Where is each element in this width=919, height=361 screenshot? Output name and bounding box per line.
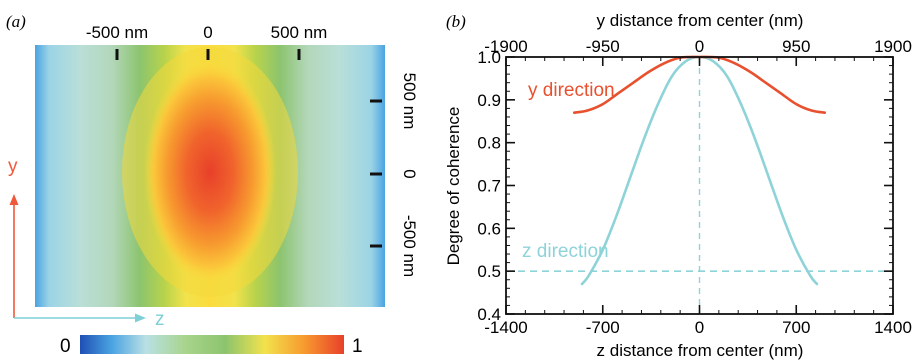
x2-tick-label: -950 (586, 37, 620, 56)
x-tick-label: 0 (695, 318, 704, 337)
y-tick-label: 0.7 (477, 177, 501, 196)
x2-tick-label: 0 (695, 37, 704, 56)
x-tick-label: -1400 (484, 318, 527, 337)
colorbar (80, 335, 344, 354)
x2-tick-label: -1900 (484, 37, 527, 56)
top-axis-title: y distance from center (nm) (597, 11, 804, 30)
line-chart: y direction z direction 0.4 0.5 0.6 0.7 0.8 0.9… (477, 37, 912, 337)
colorbar-max-label: 1 (352, 336, 363, 357)
colorbar-min-label: 0 (60, 336, 71, 357)
y-tick-label: 0.8 (477, 134, 501, 153)
series-label-z-direction: z direction (522, 241, 609, 262)
right-tick-label-500: 500 nm (400, 73, 419, 130)
x-tick-label: -700 (586, 318, 620, 337)
bottom-axis-title: z distance from center (nm) (597, 341, 804, 360)
y-axis-title: Degree of coherence (444, 107, 463, 266)
series-label-y-direction: y direction (528, 80, 615, 101)
y-axis-arrow (9, 194, 19, 318)
right-tick-label-neg500: -500 nm (400, 215, 419, 277)
right-tick-label-0: 0 (400, 169, 419, 178)
y-tick-label: 0.4 (477, 305, 501, 324)
top-tick-label-0: 0 (203, 23, 212, 42)
coherence-heatmap (35, 45, 385, 307)
y-axis-arrow-label: y (8, 156, 18, 177)
heatmap-right-ticks (370, 99, 382, 248)
x2-tick-label: 1900 (874, 37, 912, 56)
top-tick-label-500: 500 nm (271, 23, 328, 42)
z-axis-arrow-label: z (155, 309, 165, 330)
panel-a-label: (a) (6, 12, 26, 31)
top-tick-label-neg500: -500 nm (86, 23, 148, 42)
x2-tick-label: 950 (782, 37, 810, 56)
y-tick-label: 1.0 (477, 48, 501, 67)
z-axis-arrow (14, 313, 146, 323)
y-tick-label: 0.9 (477, 91, 501, 110)
y-tick-label: 0.6 (477, 219, 501, 238)
x-tick-label: 700 (782, 318, 810, 337)
x-tick-label: 1400 (874, 318, 912, 337)
panel-b-label: (b) (446, 12, 466, 31)
heatmap-top-ticks (115, 49, 301, 60)
y-tick-label: 0.5 (477, 262, 501, 281)
